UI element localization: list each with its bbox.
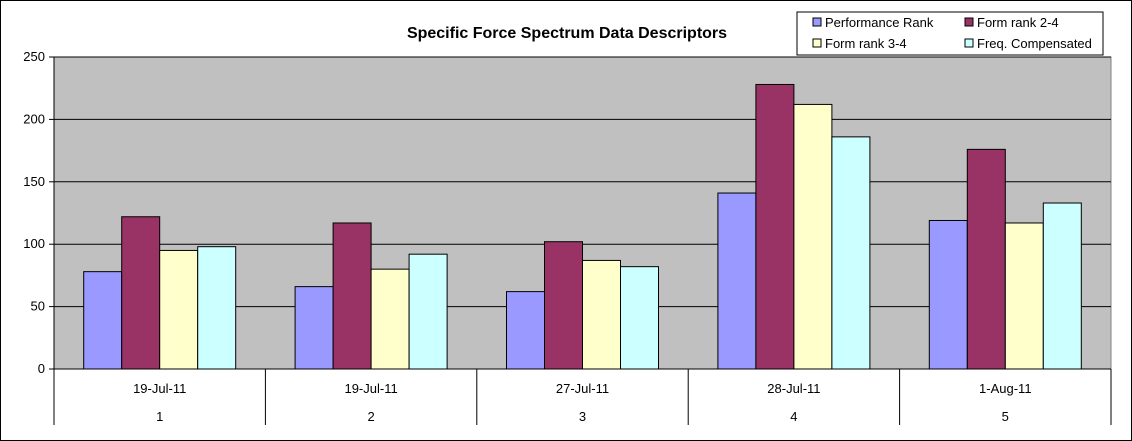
- x-tick-label-date: 28-Jul-11: [767, 381, 820, 396]
- x-tick-label-index: 2: [367, 409, 374, 424]
- bar-performance-rank-3: [506, 291, 545, 370]
- y-tick-label: 250: [23, 49, 45, 64]
- x-tick-label-index: 1: [156, 409, 163, 424]
- bar-freq-compensated-2: [408, 253, 448, 370]
- y-tick-label: 150: [23, 174, 45, 189]
- bar-performance-rank-1: [83, 271, 123, 370]
- bar-performance-rank-5: [928, 219, 968, 370]
- legend-swatch: [812, 38, 822, 48]
- bar-form-rank-3-4-1: [159, 249, 199, 370]
- legend-box: [796, 11, 1104, 56]
- legend-swatch: [964, 38, 974, 48]
- legend: Performance Rank Form rank 2-4 Form rank 3…: [796, 11, 1104, 56]
- bar-freq-compensated-4: [831, 136, 871, 370]
- x-tick-label-index: 4: [790, 409, 797, 424]
- y-axis: 0 50 100 150 200 250: [23, 49, 55, 376]
- legend-label: Form rank 3-4: [825, 36, 907, 51]
- bar-form-rank-2-4-3: [544, 241, 583, 370]
- bar-form-rank-3-4-4: [793, 103, 833, 370]
- legend-swatch: [964, 17, 974, 27]
- bar-performance-rank-4: [717, 192, 757, 370]
- y-tick-label: 200: [23, 111, 45, 126]
- bar-performance-rank-2: [294, 286, 334, 370]
- bar-form-rank-2-4-1: [121, 216, 161, 370]
- x-tick-label-index: 5: [1002, 409, 1009, 424]
- x-tick-label-date: 1-Aug-11: [979, 381, 1032, 396]
- bar-form-rank-3-4-2: [370, 268, 410, 370]
- bar-form-rank-3-4-3: [582, 259, 621, 370]
- x-tick-label-date: 19-Jul-11: [133, 381, 186, 396]
- legend-swatch: [812, 17, 822, 27]
- bar-freq-compensated-3: [620, 266, 659, 370]
- chart-title: Specific Force Spectrum Data Descriptors: [407, 25, 727, 42]
- legend-label: Performance Rank: [825, 15, 934, 30]
- y-tick-label: 0: [38, 361, 45, 376]
- x-tick-label-date: 27-Jul-11: [556, 381, 609, 396]
- bar-form-rank-2-4-4: [755, 83, 795, 370]
- legend-label: Freq. Compensated: [977, 36, 1092, 51]
- x-tick-label-date: 19-Jul-11: [344, 381, 397, 396]
- bar-freq-compensated-5: [1042, 202, 1082, 370]
- bar-freq-compensated-1: [197, 246, 237, 370]
- bar-form-rank-2-4-2: [332, 222, 372, 370]
- bar-form-rank-3-4-5: [1004, 222, 1044, 370]
- x-axis: 19-Jul-11 1 19-Jul-11 2 27-Jul-11 3 28-Jul-11 4…: [53, 368, 1112, 425]
- y-tick-label: 100: [23, 236, 45, 251]
- y-tick-label: 50: [31, 299, 45, 314]
- bars: [83, 83, 1082, 370]
- bar-form-rank-2-4-5: [966, 148, 1006, 370]
- x-tick-label-index: 3: [579, 409, 586, 424]
- legend-label: Form rank 2-4: [977, 15, 1059, 30]
